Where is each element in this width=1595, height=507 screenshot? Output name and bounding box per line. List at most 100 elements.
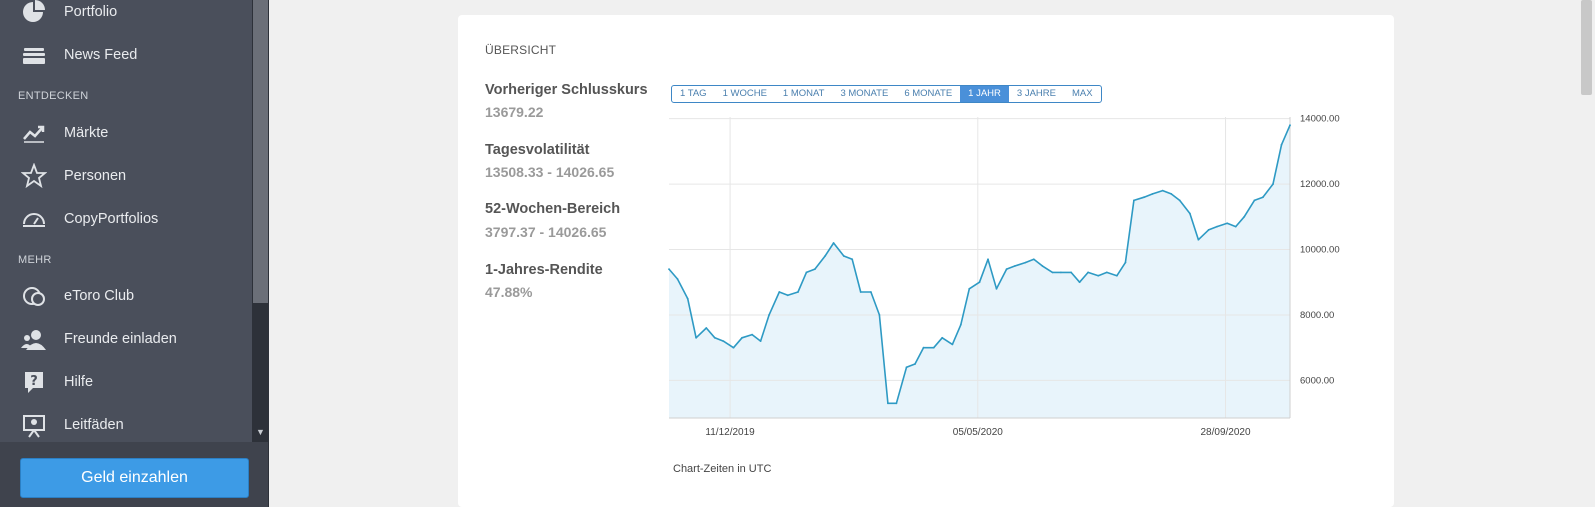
range-tab-1-year[interactable]: 1 JAHR [960,86,1009,102]
price-point-11 [768,314,770,316]
club-icon [20,282,48,310]
price-point-30 [941,336,944,339]
news-feed-icon [20,41,48,69]
price-point-61 [1226,222,1229,225]
price-point-18 [832,242,835,244]
range-tab-1-month[interactable]: 1 MONAT [782,88,825,99]
x-tick-label-2: 28/09/2020 [1200,427,1250,438]
deposit-button[interactable]: Geld einzahlen [20,458,249,498]
nav-label-markets: Märkte [64,125,109,141]
nav-item-guides[interactable]: Leitfäden [0,405,252,445]
range-tab-1-day[interactable]: 1 TAG [680,88,707,99]
price-point-14 [797,291,799,293]
price-point-47 [1097,274,1100,277]
stat-label-daily-volatility: Tagesvolatilität [485,142,590,158]
nav-item-news-feed[interactable]: News Feed [0,35,252,75]
price-point-40 [1032,258,1035,261]
price-chart[interactable]: 6000.00 8000.00 10000.00 12000.00 14000.00 11… [458,15,1394,507]
price-point-49 [1116,274,1118,277]
scroll-down-arrow-icon[interactable]: ▼ [256,427,265,437]
price-point-43 [1060,271,1062,274]
price-point-31 [951,343,954,346]
nav-item-portfolio[interactable]: Portfolio [0,0,252,32]
section-discover: ENTDECKEN [18,90,89,102]
price-point-22 [870,291,872,293]
price-point-41 [1041,265,1044,267]
price-point-34 [978,281,981,284]
nav-item-copyportfolios[interactable]: CopyPortfolios [0,199,252,239]
range-tab-3-months[interactable]: 3 MONATE [840,88,889,99]
price-point-7 [732,346,735,349]
price-point-27 [914,363,916,365]
stat-label-1-year-return: 1-Jahres-Rendite [485,262,603,278]
sidebar-scrollbar-thumb[interactable] [253,0,268,303]
price-point-36 [995,287,998,290]
price-point-44 [1070,271,1072,274]
price-point-53 [1151,193,1154,195]
price-point-35 [987,258,989,261]
x-tick-label-1: 05/05/2020 [953,427,1003,438]
price-point-23 [878,314,881,316]
stat-value-daily-volatility: 13508.33 - 14026.65 [485,164,615,180]
price-point-38 [1014,265,1016,267]
range-tab-3-years[interactable]: 3 JAHRE [1016,88,1056,99]
price-point-8 [741,336,743,339]
nav-label-invite-friends: Freunde einladen [64,331,177,347]
price-point-2 [686,297,689,300]
price-point-28 [922,346,925,349]
nav-label-people: Personen [64,168,127,184]
invite-friends-icon [20,325,48,353]
price-point-0 [668,268,670,270]
price-point-48 [1105,271,1108,274]
price-point-26 [905,366,908,369]
y-tick-label-3: 12000.00 [1300,179,1340,190]
price-point-42 [1051,271,1054,274]
nav-item-markets[interactable]: Märkte [0,113,252,153]
nav-item-etoro-club[interactable]: eToro Club [0,276,252,316]
main-scrollbar-thumb[interactable] [1581,0,1592,95]
help-icon: ? [20,368,48,396]
nav-item-people[interactable]: Personen [0,156,252,196]
nav-label-etoro-club: eToro Club [64,288,135,304]
stat-value-previous-close: 13679.22 [485,104,544,120]
price-point-51 [1133,199,1135,202]
price-point-37 [1005,268,1008,270]
price-point-20 [851,258,854,261]
range-selector: 1 TAG 1 WOCHE 1 MONAT 3 MONATE 6 MONATE … [671,85,1102,103]
price-point-64 [1253,199,1256,202]
y-tick-label-2: 10000.00 [1300,245,1340,256]
price-point-56 [1178,199,1181,202]
main-scrollbar[interactable] [1578,0,1595,507]
price-point-39 [1024,261,1027,264]
price-point-57 [1189,212,1191,215]
x-tick-label-0: 11/12/2019 [705,427,755,438]
svg-text:?: ? [30,374,38,389]
price-point-67 [1280,143,1283,146]
stat-value-52-week-range: 3797.37 - 14026.65 [485,224,607,240]
nav-label-help: Hilfe [64,374,94,390]
copyportfolio-icon [20,205,48,233]
price-point-9 [751,333,753,336]
price-point-45 [1078,281,1081,284]
price-point-54 [1161,189,1164,192]
sidebar: Portfolio News Feed ENTDECKEN Märkte Per… [0,0,252,507]
price-point-21 [859,291,862,293]
price-point-66 [1272,183,1274,186]
price-point-68 [1289,124,1291,127]
chart-area-fill [669,125,1290,418]
stat-label-52-week-range: 52-Wochen-Bereich [485,201,621,217]
price-point-25 [895,402,898,405]
nav-label-copyportfolios: CopyPortfolios [64,211,159,227]
nav-label-guides: Leitfäden [64,417,124,433]
section-more: MEHR [18,254,52,266]
range-tab-1-week[interactable]: 1 WOCHE [722,88,767,99]
nav-item-invite-friends[interactable]: Freunde einladen [0,319,252,359]
y-tick-label-4: 14000.00 [1300,114,1340,125]
price-point-17 [824,255,826,257]
range-tab-max[interactable]: MAX [1071,88,1093,99]
price-point-59 [1207,229,1210,231]
chart-time-note: Chart-Zeiten in UTC [673,463,772,475]
price-point-10 [759,340,762,342]
range-tab-6-months[interactable]: 6 MONATE [904,88,953,99]
nav-item-help[interactable]: ? Hilfe [0,362,252,402]
